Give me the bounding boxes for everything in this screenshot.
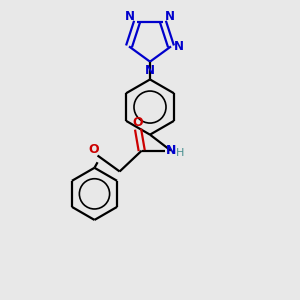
Text: N: N [145, 64, 155, 77]
Text: N: N [174, 40, 184, 53]
Text: N: N [166, 144, 176, 157]
Text: N: N [125, 10, 135, 23]
Text: O: O [88, 143, 99, 157]
Text: H: H [176, 148, 184, 158]
Text: O: O [133, 116, 143, 129]
Text: N: N [165, 10, 175, 23]
